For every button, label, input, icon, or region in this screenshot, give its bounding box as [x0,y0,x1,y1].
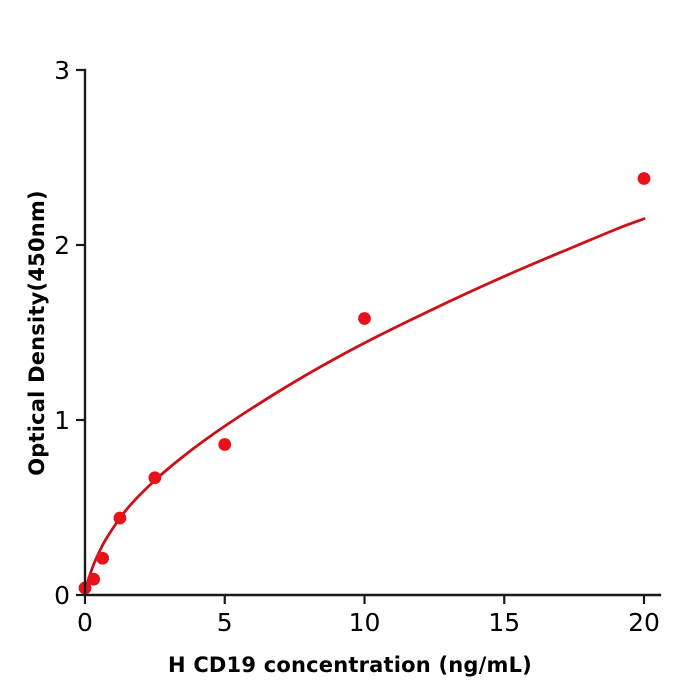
x-tick-label: 20 [628,608,660,637]
data-point [218,438,232,451]
x-axis-ticks: 0 5 10 15 20 [77,595,660,637]
y-tick-label: 2 [54,231,70,260]
axes-group [83,68,662,597]
y-axis-title: Optical Density(450nm) [25,190,49,476]
data-point [96,551,110,565]
x-axis-title: H CD19 concentration (ng/mL) [168,653,532,677]
y-tick-label: 1 [54,406,70,435]
y-tick-label: 0 [54,581,70,610]
data-point [87,572,101,586]
x-tick-label: 5 [217,608,233,637]
data-point-group [78,172,651,595]
data-point [113,511,127,525]
data-point [637,172,651,185]
y-tick-label: 3 [54,56,70,85]
x-tick-label: 0 [77,608,93,637]
y-axis-ticks: 0 1 2 3 [54,56,85,610]
fitted-curve [83,217,646,597]
data-point [358,312,371,325]
x-tick-label: 15 [488,608,520,637]
data-point [148,471,162,485]
x-tick-label: 10 [349,608,381,637]
